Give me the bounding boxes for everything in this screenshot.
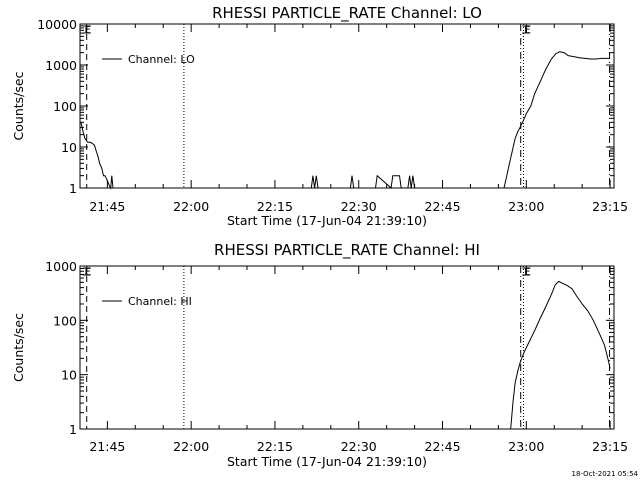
x-tick-label: 23:15 — [592, 439, 628, 454]
y-axis-label: Counts/sec — [11, 71, 26, 140]
plot-frame — [79, 265, 615, 430]
y-tick-label: 100 — [53, 99, 77, 114]
y-tick-label: 1 — [69, 422, 77, 437]
x-axis-label: Start Time (17-Jun-04 21:39:10) — [227, 454, 427, 469]
y-axis-label: Counts/sec — [11, 313, 26, 382]
x-tick-label: 22:00 — [173, 439, 209, 454]
y-tick-label: 10000 — [37, 17, 77, 32]
x-tick-label: 22:00 — [173, 199, 209, 214]
chart-panel-1: RHESSI PARTICLE_RATE Channel: LO Start Ti… — [11, 4, 628, 228]
series-line — [510, 280, 611, 430]
chart-title: RHESSI PARTICLE_RATE Channel: LO — [212, 4, 482, 23]
y-tick-label: 100 — [53, 313, 77, 328]
y-tick-label: 10 — [61, 140, 77, 155]
chart-title: RHESSI PARTICLE_RATE Channel: HI — [214, 241, 480, 260]
legend-label: Channel: HI — [128, 295, 192, 308]
event-marker-label: E — [85, 267, 91, 278]
generated-timestamp: 18-Oct-2021 05:54 — [572, 470, 639, 478]
x-tick-label: 23:00 — [508, 199, 544, 214]
y-tick-label: 10 — [61, 368, 77, 383]
x-tick-label: 22:30 — [341, 439, 377, 454]
y-tick-label: 1000 — [45, 58, 77, 73]
x-tick-label: 22:45 — [425, 199, 461, 214]
y-tick-label: 1 — [69, 181, 77, 196]
x-tick-label: 22:45 — [425, 439, 461, 454]
x-axis-label: Start Time (17-Jun-04 21:39:10) — [227, 213, 427, 228]
y-tick-label: 1000 — [45, 259, 77, 274]
event-marker-label: E — [524, 25, 530, 36]
plot-frame — [79, 23, 615, 189]
event-marker-label: E — [524, 267, 530, 278]
x-tick-label: 22:30 — [341, 199, 377, 214]
legend-label: Channel: LO — [128, 53, 195, 66]
series-line — [80, 51, 611, 190]
x-tick-label: 21:45 — [89, 439, 125, 454]
x-tick-label: 23:00 — [508, 439, 544, 454]
x-tick-label: 21:45 — [89, 199, 125, 214]
x-tick-label: 23:15 — [592, 199, 628, 214]
x-tick-label: 22:15 — [257, 439, 293, 454]
chart-panel-2: RHESSI PARTICLE_RATE Channel: HI Start Ti… — [11, 241, 628, 469]
x-tick-label: 22:15 — [257, 199, 293, 214]
event-marker-label: E — [85, 25, 91, 36]
